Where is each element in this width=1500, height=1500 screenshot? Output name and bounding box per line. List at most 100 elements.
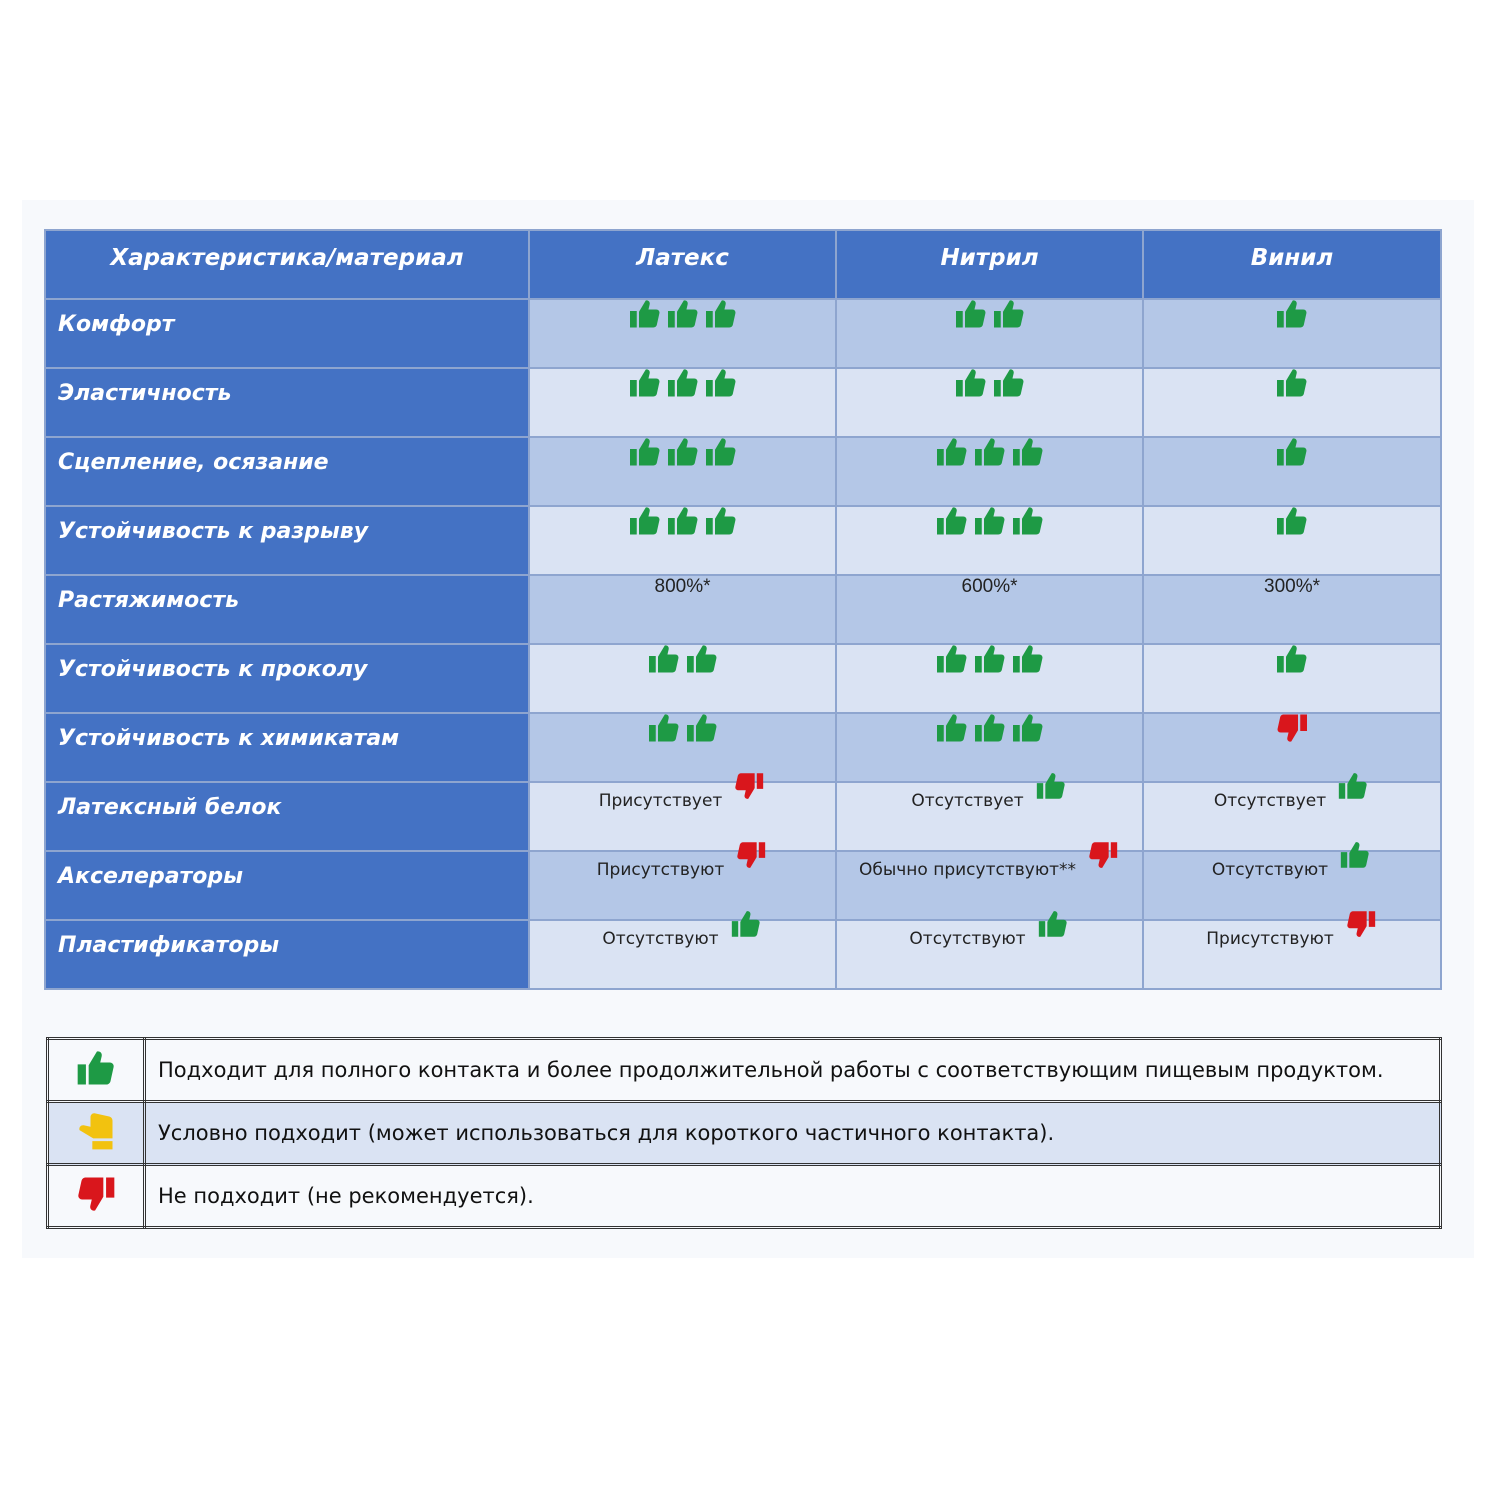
cell-content: Обычно присутствуют** — [859, 842, 1120, 880]
thumb-up-icon — [955, 300, 985, 328]
cell-text: Присутствуют — [1206, 929, 1334, 949]
thumb-up-icon — [686, 714, 716, 742]
cell-value: 300%* — [1264, 576, 1320, 597]
cell-value: 600%* — [961, 576, 1018, 597]
thumb-up-icon — [705, 438, 735, 466]
thumb-up-icon — [974, 507, 1004, 535]
cell-text: Отсутствует — [911, 791, 1024, 811]
thumb-down-icon — [1277, 714, 1307, 742]
header-row: Характеристика/материал Латекс Нитрил Ви… — [46, 231, 1440, 298]
thumb-up-icon — [1038, 911, 1067, 937]
table-row: Латексный белок Присутствует Отсутствует От… — [46, 773, 1440, 850]
cell-text: Присутствует — [598, 791, 723, 811]
comparison-table: Характеристика/материал Латекс Нитрил Ви… — [44, 229, 1442, 990]
legend-row: Подходит для полного контакта и более пр… — [46, 1037, 1442, 1103]
table-row: Устойчивость к разрыву — [46, 507, 1440, 574]
rating-icons — [1274, 710, 1310, 746]
thumb-down-icon — [1347, 911, 1375, 937]
table-row: Устойчивость к химикатам — [46, 714, 1440, 781]
thumb-up-icon — [667, 438, 697, 466]
thumb-up-icon — [1012, 507, 1042, 535]
thumb-up-icon — [1277, 369, 1307, 397]
cell-vinyl — [1144, 438, 1440, 505]
header-characteristic: Характеристика/материал — [46, 231, 528, 298]
thumb-up-icon — [1012, 645, 1042, 673]
cell-vinyl — [1144, 507, 1440, 574]
cell-vinyl: Присутствуют — [1144, 911, 1440, 988]
thumb-down-icon — [737, 842, 766, 868]
cell-content: Отсутствуют — [909, 911, 1069, 949]
row-label: Пластификаторы — [46, 921, 528, 988]
thumb-up-icon — [667, 300, 697, 328]
cell-nitrile: Отсутствует — [837, 773, 1142, 850]
thumb-down-icon — [78, 1177, 115, 1211]
thumb-up-icon — [993, 300, 1023, 328]
row-label: Устойчивость к проколу — [46, 645, 528, 712]
cell-nitrile — [837, 714, 1142, 781]
header-latex: Латекс — [530, 231, 835, 298]
cell-latex — [530, 369, 835, 436]
cell-content: Присутствует — [599, 773, 767, 811]
rating-icons — [934, 641, 1046, 677]
rating-icons — [627, 503, 739, 539]
table-row: Пластификаторы Отсутствуют Отсутствуют Прис… — [46, 911, 1440, 988]
row-label: Устойчивость к химикатам — [46, 714, 528, 781]
thumb-up-icon — [974, 714, 1004, 742]
thumb-down-icon — [735, 773, 764, 799]
table-row: Комфорт — [46, 300, 1440, 367]
header-vinyl: Винил — [1144, 231, 1440, 298]
row-label: Сцепление, осязание — [46, 438, 528, 505]
cell-text: Отсутствуют — [602, 929, 719, 949]
cell-nitrile: Обычно присутствуют** — [837, 842, 1142, 919]
thumb-up-icon — [705, 369, 735, 397]
table-row: Эластичность — [46, 369, 1440, 436]
thumb-up-icon — [629, 369, 659, 397]
table-row: Акселераторы Присутствуют Обычно присутств… — [46, 842, 1440, 919]
thumb-up-icon — [1277, 300, 1307, 328]
cell-content: Отсутствует — [911, 773, 1067, 811]
thumb-up-icon — [974, 438, 1004, 466]
rating-icons — [953, 296, 1027, 332]
cell-vinyl — [1144, 645, 1440, 712]
thumb-down-icon — [1089, 842, 1118, 868]
thumb-up-icon — [731, 911, 760, 937]
cell-latex — [530, 714, 835, 781]
thumb-up-icon — [686, 645, 716, 673]
thumb-up-icon — [77, 1050, 114, 1084]
cell-content: Присутствуют — [597, 842, 768, 880]
row-label: Растяжимость — [46, 576, 528, 643]
cell-nitrile: 600%* — [837, 576, 1142, 643]
thumb-up-icon — [1036, 773, 1065, 799]
cell-text: Отсутствуют — [1211, 860, 1329, 880]
legend-text: Не подходит (не рекомендуется). — [143, 1163, 1442, 1229]
legend-row: Условно подходит (может использоваться д… — [46, 1100, 1442, 1166]
rating-icons — [934, 434, 1046, 470]
thumb-up-icon — [667, 369, 697, 397]
rating-icons — [1274, 503, 1310, 539]
thumb-up-icon — [667, 507, 697, 535]
cell-vinyl: 300%* — [1144, 576, 1440, 643]
thumb-up-icon — [1012, 714, 1042, 742]
legend-icon-cell — [46, 1100, 146, 1166]
thumb-up-icon — [1277, 645, 1307, 673]
thumb-up-icon — [629, 507, 659, 535]
rating-icons — [627, 365, 739, 401]
cell-content: Отсутствуют — [1212, 842, 1372, 880]
legend-icon-cell — [46, 1037, 146, 1103]
cell-latex: Присутствует — [530, 773, 835, 850]
cell-latex — [530, 438, 835, 505]
thumb-conditional-icon — [79, 1112, 113, 1149]
cell-latex: 800%* — [530, 576, 835, 643]
row-label: Комфорт — [46, 300, 528, 367]
rating-icons — [646, 710, 720, 746]
cell-vinyl: Отсутствуют — [1144, 842, 1440, 919]
rating-icons — [627, 434, 739, 470]
rating-icons — [1274, 641, 1310, 677]
thumb-up-icon — [955, 369, 985, 397]
thumb-up-icon — [974, 645, 1004, 673]
cell-latex — [530, 645, 835, 712]
thumb-up-icon — [648, 645, 678, 673]
cell-nitrile — [837, 369, 1142, 436]
cell-latex — [530, 507, 835, 574]
cell-latex: Отсутствуют — [530, 911, 835, 988]
